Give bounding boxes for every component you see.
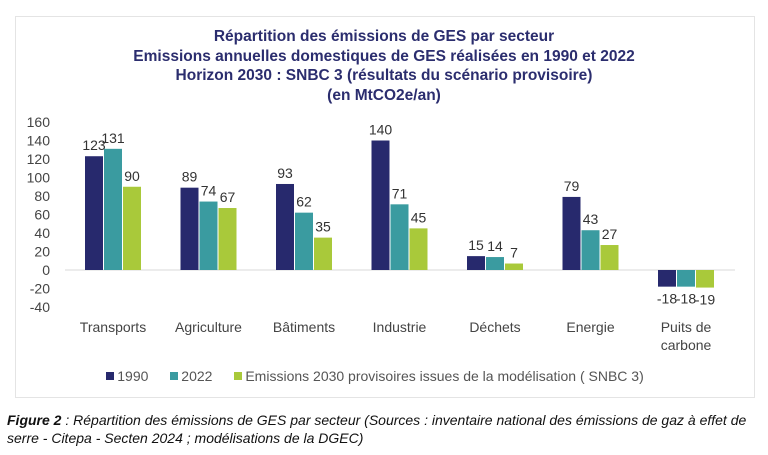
caption-text: : Répartition des émissions de GES par s… [7, 412, 747, 446]
bar [600, 245, 619, 270]
title-line-2: Emissions annuelles domestiques de GES r… [133, 47, 635, 65]
bar [180, 187, 199, 270]
y-tick-label: 120 [27, 151, 51, 167]
bar [390, 204, 409, 270]
data-label: 43 [583, 211, 599, 227]
y-tick-label: -20 [30, 281, 50, 297]
data-label: 14 [487, 238, 503, 254]
legend-item-1990: 1990 [106, 368, 148, 384]
legend-label: 2022 [181, 368, 213, 384]
data-label: 93 [277, 165, 293, 181]
bar [696, 270, 714, 288]
data-label: 7 [510, 245, 518, 261]
data-label: 90 [124, 168, 140, 184]
data-label: -18 [657, 291, 677, 307]
data-label: 62 [296, 194, 312, 210]
chart-frame [15, 16, 755, 398]
bar [658, 270, 676, 287]
bar [409, 228, 428, 270]
legend-swatch [106, 372, 115, 380]
data-label: 71 [392, 185, 408, 201]
data-label: 131 [101, 130, 125, 146]
data-label: 45 [411, 209, 427, 225]
x-tick-label: Puits de [661, 319, 712, 335]
data-label: 15 [468, 237, 484, 253]
y-tick-label: -40 [30, 299, 50, 315]
legend-item-2022: 2022 [170, 368, 212, 384]
title-line-3: Horizon 2030 : SNBC 3 (résultats du scén… [175, 67, 593, 84]
y-tick-label: 80 [34, 188, 50, 204]
x-tick-label: Déchets [469, 319, 520, 335]
data-label: 123 [82, 137, 106, 153]
bar [85, 156, 103, 270]
bar [295, 212, 313, 270]
bar [562, 196, 581, 270]
legend-swatch [170, 372, 179, 380]
data-label: 74 [201, 183, 217, 199]
data-label: 79 [564, 178, 580, 194]
data-label: 140 [369, 122, 393, 138]
figure-caption: Figure 2 : Répartition des émissions de … [7, 411, 767, 447]
y-tick-label: 60 [34, 207, 50, 223]
legend-swatch [234, 372, 243, 380]
legend: 1990 2022 Emissions 2030 provisoires iss… [0, 368, 768, 384]
bar [581, 230, 600, 270]
bar [505, 263, 523, 270]
bar [371, 140, 390, 270]
data-label: 35 [315, 219, 331, 235]
data-label: -18 [676, 291, 696, 307]
x-tick-label: Transports [80, 319, 146, 335]
data-label: 67 [220, 189, 236, 205]
bar [218, 208, 237, 270]
bar [276, 183, 294, 270]
x-tick-label: Energie [566, 319, 614, 335]
data-label: -19 [695, 292, 715, 308]
x-tick-label: Bâtiments [273, 319, 335, 335]
x-tick-label: Agriculture [175, 319, 242, 335]
y-tick-label: 100 [27, 170, 51, 186]
bar [199, 201, 218, 270]
caption-label: Figure 2 [7, 412, 62, 428]
legend-label: Emissions 2030 provisoires issues de la … [245, 368, 644, 384]
y-tick-label: 40 [34, 225, 50, 241]
bar [104, 148, 122, 270]
bar [486, 257, 504, 270]
x-tick-label: carbone [661, 337, 712, 353]
bar [123, 186, 141, 270]
legend-label: 1990 [117, 368, 149, 384]
title-line-4: (en MtCO2e/an) [327, 86, 441, 104]
y-tick-label: 20 [34, 244, 50, 260]
y-tick-label: 0 [42, 262, 50, 278]
y-tick-label: 140 [27, 133, 51, 149]
bar [314, 237, 332, 270]
y-tick-label: 160 [27, 114, 51, 130]
title-line-1: Répartition des émissions de GES par sec… [213, 28, 555, 45]
x-tick-label: Industrie [373, 319, 427, 335]
data-label: 89 [182, 169, 198, 185]
legend-item-2030: Emissions 2030 provisoires issues de la … [234, 368, 644, 384]
bar [467, 256, 485, 270]
chart-title: Répartition des émissions de GES par sec… [0, 27, 768, 105]
bar [677, 270, 695, 287]
data-label: 27 [602, 226, 618, 242]
